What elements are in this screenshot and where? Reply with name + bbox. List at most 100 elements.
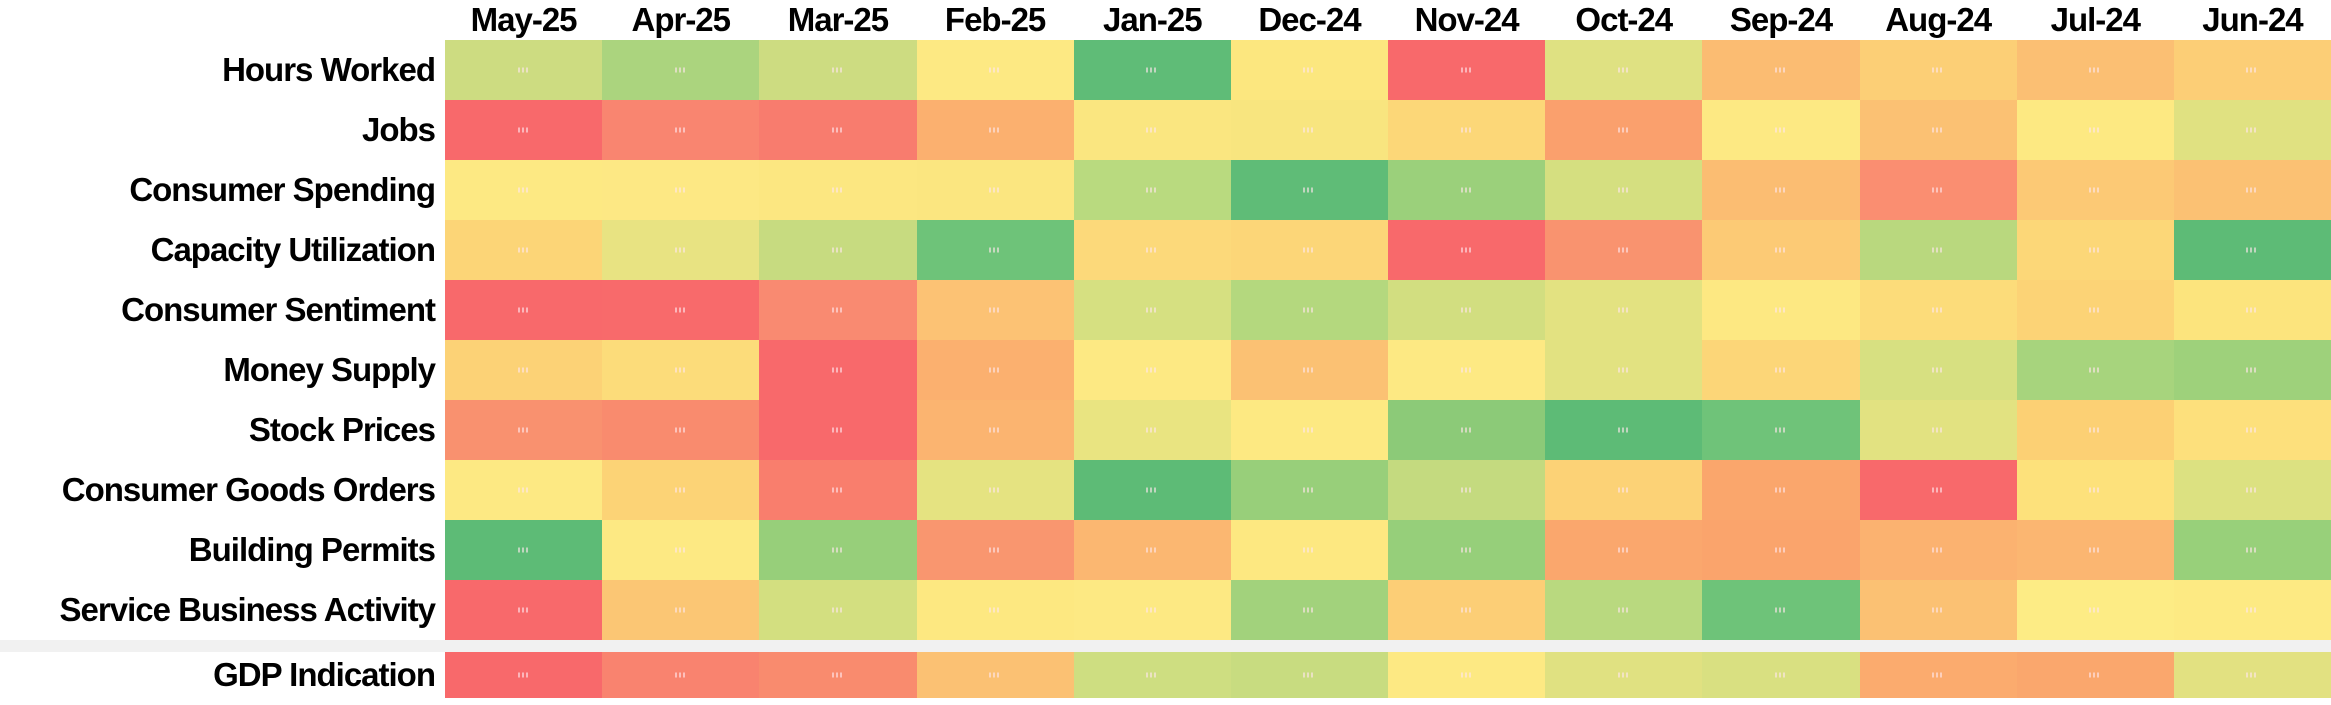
heatmap-cell	[1859, 160, 2017, 220]
heatmap-row: Money Supply	[0, 340, 2331, 400]
heatmap-cell	[1859, 652, 2017, 698]
heatmap-cell	[602, 340, 760, 400]
heatmap-cell	[1545, 460, 1703, 520]
cell-value-micro-text	[517, 187, 530, 193]
cell-value-micro-text	[989, 247, 1002, 253]
cell-value-micro-text	[1617, 67, 1630, 73]
heatmap-cell	[2016, 652, 2174, 698]
row-label: Consumer Sentiment	[0, 280, 445, 340]
cell-value-micro-text	[831, 187, 844, 193]
cell-value-micro-text	[517, 127, 530, 133]
heatmap-cell	[445, 400, 603, 460]
cell-value-micro-text	[517, 607, 530, 613]
heatmap-cell	[2016, 280, 2174, 340]
cell-value-micro-text	[1617, 672, 1630, 678]
heatmap-cell	[1388, 340, 1546, 400]
cell-value-micro-text	[1932, 187, 1945, 193]
cell-value-micro-text	[2089, 487, 2102, 493]
heatmap-cell	[1073, 100, 1231, 160]
cell-value-micro-text	[517, 547, 530, 553]
heatmap-row: Consumer Sentiment	[0, 280, 2331, 340]
row-label: Hours Worked	[0, 40, 445, 100]
row-label: Building Permits	[0, 520, 445, 580]
heatmap-cell	[2173, 400, 2331, 460]
cell-value-micro-text	[831, 127, 844, 133]
cell-value-micro-text	[1932, 607, 1945, 613]
heatmap-cell	[445, 340, 603, 400]
heatmap-cell	[1702, 400, 1860, 460]
heatmap-cell	[1702, 160, 1860, 220]
heatmap-cell	[1545, 160, 1703, 220]
row-cells	[445, 652, 2331, 698]
heatmap-cell	[759, 160, 917, 220]
heatmap-cell	[2016, 100, 2174, 160]
cell-value-micro-text	[989, 547, 1002, 553]
cell-value-micro-text	[1932, 487, 1945, 493]
heatmap-cell	[1859, 280, 2017, 340]
heatmap-cell	[1545, 400, 1703, 460]
heatmap-cell	[1545, 340, 1703, 400]
heatmap-cell	[602, 400, 760, 460]
heatmap-cell	[1230, 460, 1389, 520]
heatmap-cell	[602, 280, 760, 340]
heatmap-cell	[1702, 520, 1860, 580]
heatmap-grid: Hours Worked Jobs Consumer Spending Capacit…	[0, 40, 2331, 698]
heatmap-cell	[1230, 520, 1389, 580]
heatmap-row: Jobs	[0, 100, 2331, 160]
heatmap-cell	[2173, 520, 2331, 580]
cell-value-micro-text	[517, 247, 530, 253]
heatmap-cell	[1859, 400, 2017, 460]
heatmap-cell	[602, 460, 760, 520]
heatmap-cell	[1073, 652, 1231, 698]
column-header: Apr-25	[631, 1, 731, 38]
cell-value-micro-text	[1774, 367, 1787, 373]
heatmap-cell	[602, 580, 760, 640]
cell-value-micro-text	[517, 487, 530, 493]
cell-value-micro-text	[831, 67, 844, 73]
cell-value-micro-text	[2246, 672, 2259, 678]
cell-value-micro-text	[1460, 127, 1473, 133]
cell-value-micro-text	[1617, 427, 1630, 433]
heatmap-cell	[2016, 340, 2174, 400]
heatmap-cell	[1545, 220, 1703, 280]
heatmap-row: Building Permits	[0, 520, 2331, 580]
row-cells	[445, 160, 2331, 220]
cell-value-micro-text	[1932, 127, 1945, 133]
cell-value-micro-text	[674, 487, 687, 493]
column-header: Sep-24	[1729, 1, 1833, 38]
cell-value-micro-text	[1303, 607, 1316, 613]
heatmap-cell	[1545, 280, 1703, 340]
heatmap-cell	[1388, 280, 1546, 340]
row-label: Stock Prices	[0, 400, 445, 460]
cell-value-micro-text	[831, 547, 844, 553]
cell-value-micro-text	[1460, 67, 1473, 73]
column-header: Mar-25	[787, 1, 889, 38]
heatmap-cell	[1545, 40, 1703, 100]
cell-value-micro-text	[1146, 307, 1159, 313]
cell-value-micro-text	[1774, 307, 1787, 313]
cell-value-micro-text	[1774, 487, 1787, 493]
cell-value-micro-text	[1460, 247, 1473, 253]
heatmap-cell	[1388, 652, 1546, 698]
heatmap-cell	[759, 220, 917, 280]
heatmap-cell	[1230, 340, 1389, 400]
heatmap-cell	[445, 580, 603, 640]
heatmap-cell	[1230, 100, 1389, 160]
heatmap-cell	[445, 520, 603, 580]
heatmap-cell	[759, 400, 917, 460]
heatmap-cell	[916, 280, 1074, 340]
cell-value-micro-text	[989, 672, 1002, 678]
heatmap-cell	[1702, 40, 1860, 100]
heatmap-cell	[1388, 160, 1546, 220]
heatmap-cell	[1388, 520, 1546, 580]
heatmap-row: Consumer Spending	[0, 160, 2331, 220]
cell-value-micro-text	[831, 487, 844, 493]
cell-value-micro-text	[1303, 247, 1316, 253]
heatmap-cell	[445, 40, 603, 100]
cell-value-micro-text	[674, 672, 687, 678]
cell-value-micro-text	[2089, 607, 2102, 613]
cell-value-micro-text	[1303, 307, 1316, 313]
cell-value-micro-text	[831, 307, 844, 313]
row-label: GDP Indication	[0, 652, 445, 698]
heatmap-cell	[916, 652, 1074, 698]
